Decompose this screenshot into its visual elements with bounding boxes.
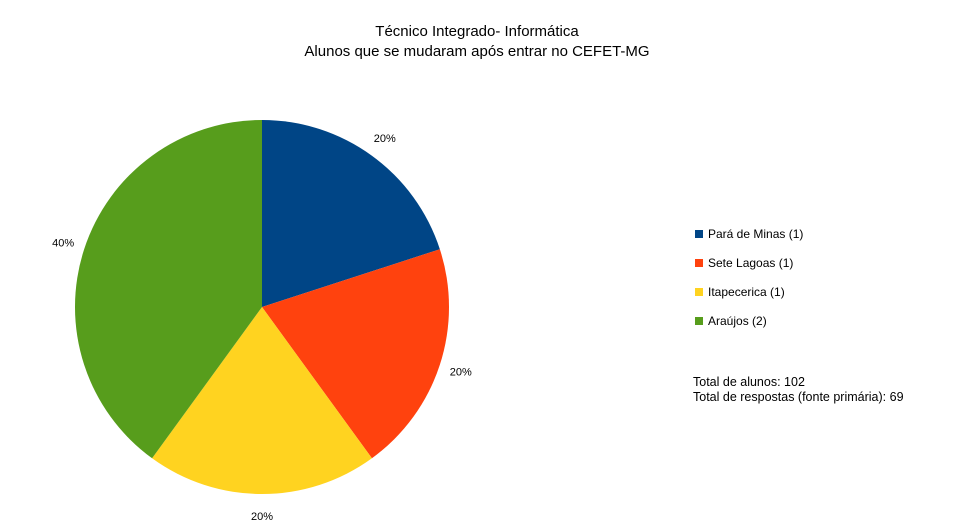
legend-label-para-de-minas: Pará de Minas (1): [708, 227, 803, 241]
pie-label-para-de-minas: 20%: [374, 133, 396, 145]
legend-swatch-sete-lagoas: [695, 259, 703, 267]
pie-percent-labels: 20% 20% 20% 40%: [52, 133, 472, 523]
pie-label-sete-lagoas: 20%: [450, 367, 472, 379]
pie-slices: [74, 120, 450, 495]
legend-label-araujos: Araújos (2): [708, 314, 767, 328]
total-students-note: Total de alunos: 102: [693, 375, 805, 389]
pie-slice-itapecerica: [152, 307, 372, 495]
legend-swatch-araujos: [695, 317, 703, 325]
pie-label-itapecerica: 20%: [251, 511, 273, 523]
legend-swatch-itapecerica: [695, 288, 703, 296]
legend: Pará de Minas (1) Sete Lagoas (1) Itapecer…: [695, 227, 803, 328]
pie-slice-araujos: [74, 120, 263, 459]
chart-subtitle: Alunos que se mudaram após entrar no CEF…: [304, 43, 649, 60]
legend-swatch-para-de-minas: [695, 230, 703, 238]
legend-label-itapecerica: Itapecerica (1): [708, 285, 785, 299]
pie-label-araujos: 40%: [52, 237, 74, 249]
pie-slice-sete-lagoas: [262, 249, 450, 459]
legend-label-sete-lagoas: Sete Lagoas (1): [708, 256, 793, 270]
chart-title: Técnico Integrado- Informática: [375, 23, 579, 40]
pie-slice-para-de-minas: [262, 120, 440, 307]
total-responses-note: Total de respostas (fonte primária): 69: [693, 390, 904, 404]
